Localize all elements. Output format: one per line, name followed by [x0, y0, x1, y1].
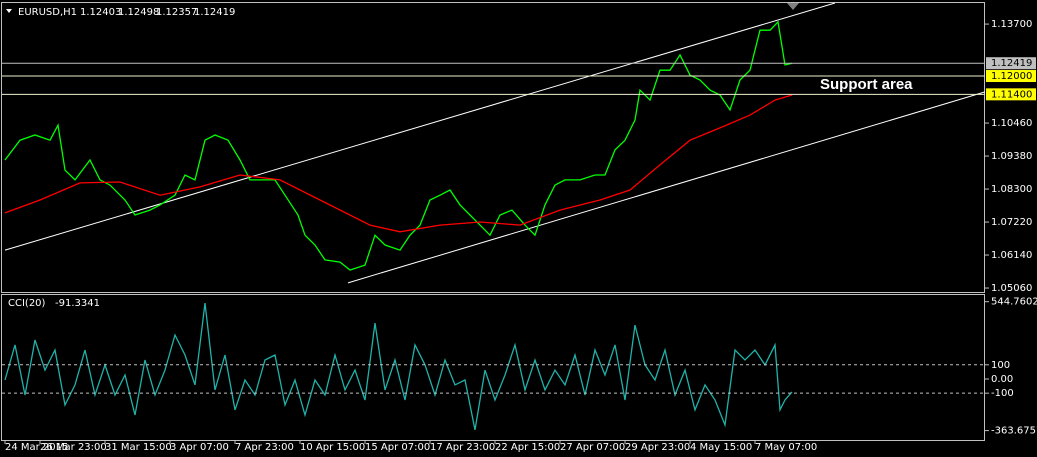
shift-marker [787, 3, 799, 10]
y-tick-label: -363.6757 [991, 426, 1037, 437]
y-tick-label: 0.00 [991, 374, 1013, 385]
y-tick-label: 1.09380 [991, 151, 1032, 162]
x-tick-label: 10 Apr 15:00 [300, 442, 365, 453]
level-label: 1.12419 [991, 58, 1032, 69]
x-tick-label: 3 Apr 07:00 [170, 442, 229, 453]
x-tick-label: 7 Apr 23:00 [235, 442, 294, 453]
cci-panel [1, 294, 985, 441]
ohlc-close: 1.12419 [194, 7, 235, 18]
x-tick-label: 22 Apr 15:00 [495, 442, 560, 453]
trendline [4, 2, 836, 251]
cci-title: CCI(20) [8, 298, 46, 309]
x-tick-label: 4 May 15:00 [690, 442, 752, 453]
y-tick-label: 1.13700 [991, 19, 1032, 30]
series-line [4, 94, 793, 233]
main-panel [1, 2, 985, 293]
series-line [4, 20, 793, 271]
y-tick-label: 1.07220 [991, 217, 1032, 228]
x-tick-label: 29 Apr 23:00 [625, 442, 690, 453]
cci-last: -91.3341 [55, 298, 100, 309]
level-box [986, 88, 1036, 101]
level-label: 1.12000 [991, 71, 1032, 82]
trendline [347, 91, 986, 284]
y-tick-label: 1.08300 [991, 184, 1032, 195]
ohlc-high: 1.12498 [118, 7, 159, 18]
series-line [4, 303, 793, 431]
symbol: EURUSD,H1 [18, 7, 77, 18]
menu-arrow [6, 9, 12, 13]
y-tick-label: -100 [991, 388, 1014, 399]
y-tick-label: 100 [991, 360, 1010, 371]
x-tick-label: 31 Mar 15:00 [105, 442, 172, 453]
y-tick-label: 1.06140 [991, 250, 1032, 261]
annotation: Support area [820, 76, 913, 93]
x-tick-label: 7 May 07:00 [755, 442, 817, 453]
level-box [986, 57, 1036, 70]
x-tick-label: 27 Apr 07:00 [560, 442, 625, 453]
ohlc-open: 1.12403 [80, 7, 121, 18]
ohlc-low: 1.12357 [156, 7, 197, 18]
x-tick-label: 24 Mar 2015 [5, 442, 68, 453]
x-tick-label: 15 Apr 07:00 [365, 442, 430, 453]
y-tick-label: 544.7602 [991, 297, 1037, 308]
level-label: 1.11400 [991, 89, 1032, 100]
y-tick-label: 1.10460 [991, 118, 1032, 129]
y-tick-label: 1.05060 [991, 283, 1032, 294]
x-tick-label: 17 Apr 23:00 [430, 442, 495, 453]
x-tick-label: 26 Mar 23:00 [40, 442, 107, 453]
level-box [986, 70, 1036, 83]
